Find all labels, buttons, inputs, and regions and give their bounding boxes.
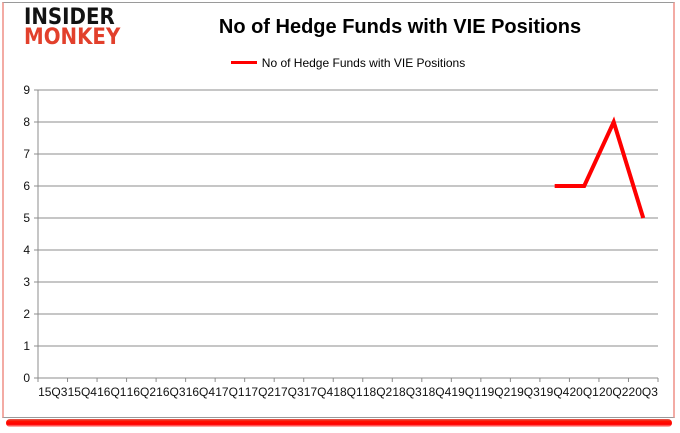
x-axis-label: 20Q2 (599, 385, 629, 399)
y-axis-label: 8 (23, 115, 30, 129)
legend: No of Hedge Funds with VIE Positions (38, 56, 658, 70)
y-axis-label: 4 (23, 243, 30, 257)
y-axis-label: 7 (23, 147, 30, 161)
y-axis-label: 6 (23, 179, 30, 193)
x-axis-label: 19Q4 (540, 385, 570, 399)
y-axis-label: 1 (23, 339, 30, 353)
x-axis-label: 20Q3 (629, 385, 659, 399)
x-axis-label: 16Q3 (156, 385, 186, 399)
y-axis-label: 5 (23, 211, 30, 225)
x-axis-label: 18Q3 (392, 385, 422, 399)
x-axis-label: 15Q4 (68, 385, 98, 399)
x-axis-label: 16Q1 (97, 385, 127, 399)
x-axis-label: 17Q3 (274, 385, 304, 399)
y-axis-label: 2 (23, 307, 30, 321)
series-line (554, 116, 646, 219)
logo-line1: INSIDER (24, 5, 115, 30)
x-axis-label: 16Q4 (186, 385, 216, 399)
x-axis-label: 18Q4 (422, 385, 452, 399)
logo-line2: MONKEY (24, 25, 121, 51)
insider-monkey-logo: INSIDER MONKEY (24, 5, 121, 51)
x-axis-label: 17Q4 (304, 385, 334, 399)
y-axis-label: 9 (23, 83, 30, 97)
x-axis-label: 16Q2 (127, 385, 157, 399)
x-axis-label: 18Q2 (363, 385, 393, 399)
x-axis-label: 17Q2 (245, 385, 275, 399)
x-axis-label: 17Q1 (215, 385, 245, 399)
x-axis-label: 18Q1 (333, 385, 363, 399)
x-axis-label: 19Q3 (510, 385, 540, 399)
y-axis-label: 3 (23, 275, 30, 289)
chart-card (2, 2, 675, 418)
bottom-accent-bar (6, 419, 672, 427)
x-axis-label: 19Q1 (451, 385, 481, 399)
chart-title: No of Hedge Funds with VIE Positions (218, 16, 582, 38)
y-axis-label: 0 (23, 371, 30, 385)
legend-line-swatch (230, 61, 257, 65)
x-axis-label: 19Q2 (481, 385, 511, 399)
x-axis-label: 15Q3 (38, 385, 68, 399)
x-axis-label: 20Q1 (570, 385, 600, 399)
legend-label: No of Hedge Funds with VIE Positions (261, 56, 466, 70)
